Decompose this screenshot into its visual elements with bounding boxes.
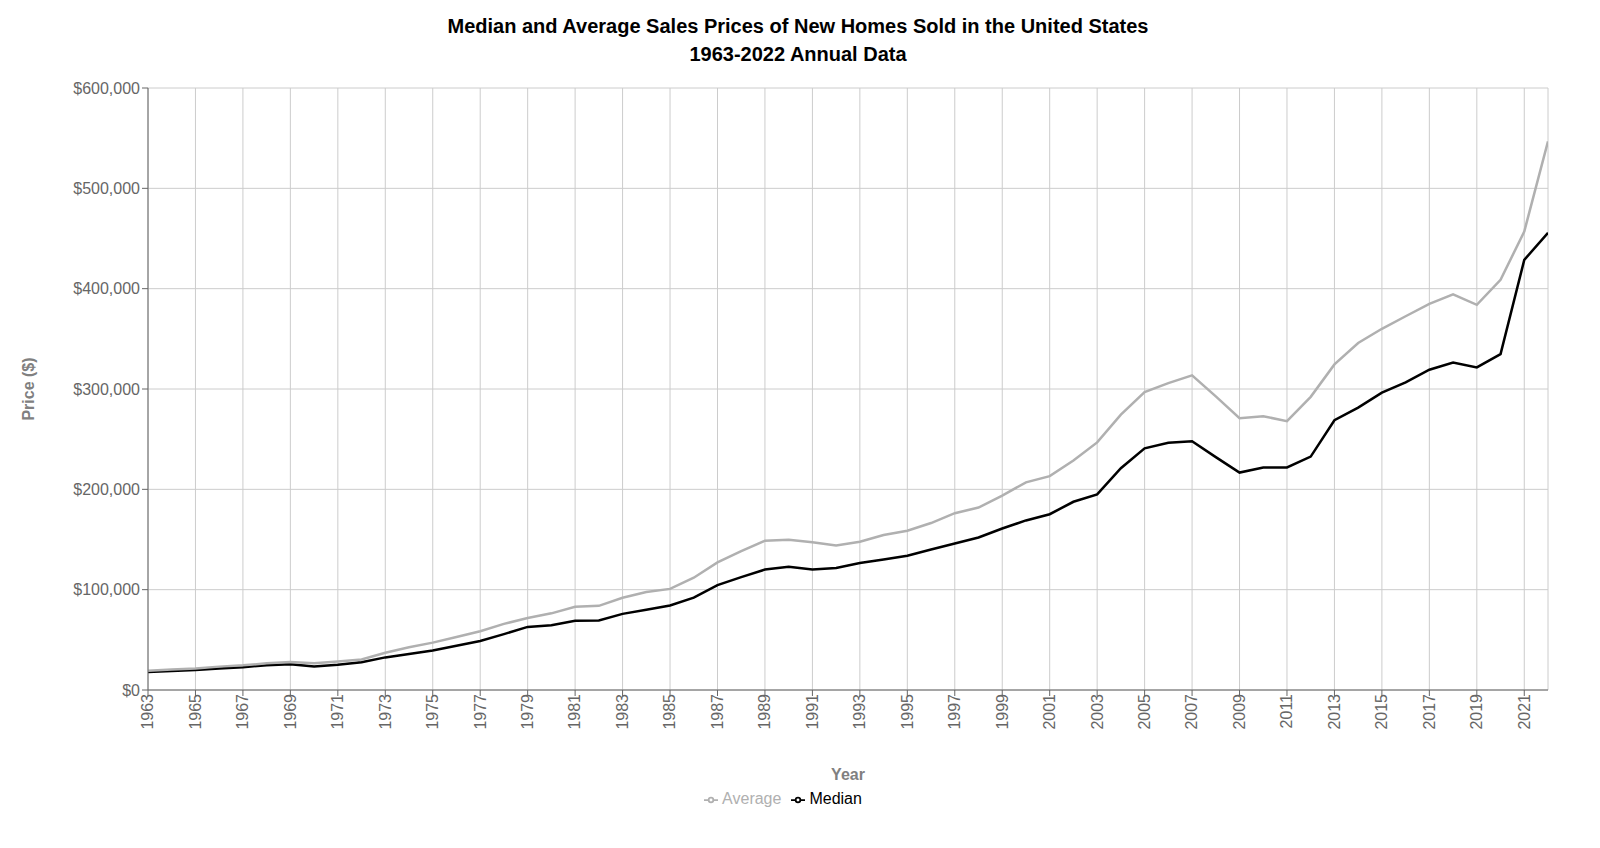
svg-text:1969: 1969: [282, 694, 299, 730]
svg-text:1989: 1989: [756, 694, 773, 730]
svg-text:2003: 2003: [1089, 694, 1106, 730]
svg-text:1995: 1995: [899, 694, 916, 730]
html-text:Median and Average Sales Price: Median and Average Sales Prices of New H…: [447, 15, 1149, 37]
svg-text:2017: 2017: [1421, 694, 1438, 730]
svg-text:$600,000: $600,000: [73, 80, 140, 97]
svg-text:$400,000: $400,000: [73, 280, 140, 297]
html-text:1963-2022 Annual Data: 1963-2022 Annual Data: [689, 43, 907, 65]
svg-text:1983: 1983: [614, 694, 631, 730]
svg-text:1975: 1975: [424, 694, 441, 730]
svg-text:Price ($): Price ($): [20, 357, 37, 420]
svg-text:2021: 2021: [1516, 694, 1533, 730]
svg-text:$0: $0: [122, 682, 140, 699]
svg-text:1967: 1967: [234, 694, 251, 730]
svg-text:2015: 2015: [1373, 694, 1390, 730]
svg-text:$500,000: $500,000: [73, 180, 140, 197]
svg-text:2007: 2007: [1183, 694, 1200, 730]
svg-text:2013: 2013: [1326, 694, 1343, 730]
svg-text:1981: 1981: [566, 694, 583, 730]
svg-text:1991: 1991: [804, 694, 821, 730]
svg-text:$300,000: $300,000: [73, 381, 140, 398]
svg-text:1973: 1973: [377, 694, 394, 730]
svg-text:1985: 1985: [661, 694, 678, 730]
html-text:Median: Median: [809, 790, 862, 807]
svg-text:2001: 2001: [1041, 694, 1058, 730]
svg-text:1987: 1987: [709, 694, 726, 730]
svg-text:2019: 2019: [1468, 694, 1485, 730]
svg-text:2005: 2005: [1136, 694, 1153, 730]
svg-text:1997: 1997: [946, 694, 963, 730]
svg-text:$100,000: $100,000: [73, 581, 140, 598]
html-text:Average: Average: [722, 790, 782, 807]
svg-text:1993: 1993: [851, 694, 868, 730]
svg-text:2009: 2009: [1231, 694, 1248, 730]
svg-text:1963: 1963: [139, 694, 156, 730]
svg-text:Year: Year: [831, 766, 865, 783]
svg-text:2011: 2011: [1278, 694, 1295, 729]
svg-text:1971: 1971: [329, 694, 346, 730]
svg-text:1999: 1999: [994, 694, 1011, 730]
svg-text:1965: 1965: [187, 694, 204, 730]
svg-text:1977: 1977: [472, 694, 489, 730]
svg-text:1979: 1979: [519, 694, 536, 730]
svg-text:$200,000: $200,000: [73, 481, 140, 498]
